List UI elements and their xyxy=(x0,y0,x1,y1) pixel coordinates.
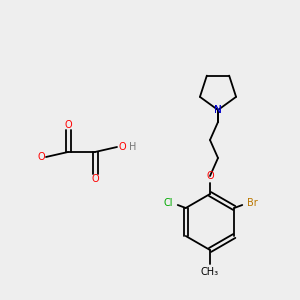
Text: O: O xyxy=(37,152,45,162)
Text: CH₃: CH₃ xyxy=(201,267,219,277)
Text: O: O xyxy=(206,171,214,181)
Text: Br: Br xyxy=(247,198,258,208)
Text: N: N xyxy=(214,105,222,115)
Text: H: H xyxy=(129,142,137,152)
Text: O: O xyxy=(64,120,72,130)
Text: O: O xyxy=(91,174,99,184)
Text: O: O xyxy=(118,142,126,152)
Text: Cl: Cl xyxy=(163,198,172,208)
Text: N: N xyxy=(214,105,222,115)
